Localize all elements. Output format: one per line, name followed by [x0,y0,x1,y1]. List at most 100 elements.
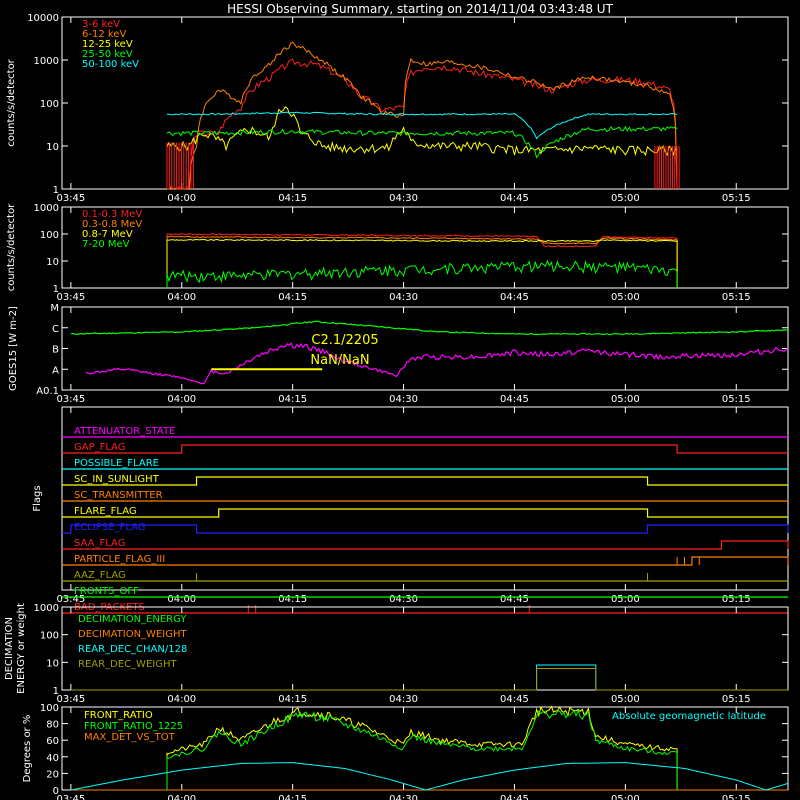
legend-entry: 3-6 keV [82,19,120,30]
y-axis-label-line2: ENERGY or weight [16,603,27,694]
x-tick-label: 05:15 [722,594,751,605]
x-tick-label: 04:00 [167,193,196,204]
x-tick-label: 04:30 [389,594,418,605]
y-tick-label: 1 [53,185,59,196]
flag-flare-flag: FLARE_FLAG [62,506,788,518]
y-axis-label: GOES15 [W m-2] [8,306,19,391]
flag-eclipse-flag: ECLIPSE_FLAG [62,522,789,534]
x-tick-label: 04:45 [500,193,529,204]
y-axis-label-line1: DECIMATION [4,617,15,680]
flag-label: AAZ_FLAG [74,570,126,581]
flag-label: SAA_FLAG [74,538,125,549]
flag-label: SC_TRANSMITTER [74,490,163,501]
flag-fronts-off: FRONTS_OFF [62,586,788,598]
x-tick-label: 05:00 [611,594,640,605]
y-axis-label: counts/s/detector [6,58,17,146]
y-tick-label: 10 [46,658,59,669]
panel-decimation: 03:45 04:00 04:15 04:30 04:45 05:00 05:15 1000 1… [4,603,789,705]
y-tick-label: 1 [53,284,59,295]
flag-sc-in-sunlight: SC_IN_SUNLIGHT [62,474,788,486]
legend-entry: DECIMATION_ENERGY [78,614,187,625]
y-tick-label: 1 [53,686,59,697]
flag-aaz-flag: AAZ_FLAG [62,570,788,582]
series-3-6-kev [167,58,678,190]
legend-entry: 0.8-7 MeV [82,229,133,240]
x-tick-label: 05:00 [611,694,640,705]
flag-label: GAP_FLAG [74,442,126,453]
flag-label: POSSIBLE_FLARE [74,458,159,469]
flag-particle-flag-iii: PARTICLE_FLAG_III [62,554,789,566]
legend-entry: 0.1-0.3 MeV [82,209,142,220]
y-tick-label: 10000 [27,13,59,24]
y-tick-label: 1000 [34,603,59,614]
series-25-50-kev [166,125,678,159]
x-tick-label: 03:45 [56,794,85,800]
legend-entry: MAX_DET_VS_TOT [84,732,176,743]
flag-gap-flag: GAP_FLAG [62,442,788,454]
y-tick-label: 100 [40,703,59,714]
y-tick-label: C [52,324,59,335]
flag-attenuator-state: ATTENUATOR_STATE [62,426,788,438]
x-tick-label: 04:30 [389,193,418,204]
x-tick-label: 03:45 [56,292,85,303]
x-tick-label: 05:00 [611,292,640,303]
panel-goes: 03:45 04:00 04:15 04:30 04:45 05:00 05:15 MCBAA… [8,303,789,405]
flag-sc-transmitter: SC_TRANSMITTER [62,490,788,502]
legend-entry: REAR_DEC_CHAN/128 [78,644,187,655]
flag-label: FLARE_FLAG [74,506,137,517]
flag-label: ECLIPSE_FLAG [74,522,145,533]
x-tick-label: 05:00 [611,794,640,800]
plot-title: HESSI Observing Summary, starting on 201… [227,2,613,16]
flag-label: ATTENUATOR_STATE [74,426,175,437]
legend-entry: 6-12 keV [82,29,126,40]
y-tick-label: 100 [40,230,59,241]
flag-label: SC_IN_SUNLIGHT [74,474,160,485]
x-tick-label: 05:15 [722,694,751,705]
legend-entry: 25-50 keV [82,49,133,60]
x-tick-label: 04:30 [389,292,418,303]
x-tick-label: 04:15 [278,292,307,303]
series-50-100-kev [166,111,678,140]
y-tick-label: A [52,365,59,376]
panel-ratios: 03:45 04:00 04:15 04:30 04:45 05:00 05:15 100 80… [22,703,789,800]
x-tick-label: 03:45 [56,394,85,405]
y-axis-label: Degrees or % [22,715,33,783]
x-tick-label: 03:45 [56,193,85,204]
y-tick-label: 60 [46,736,59,747]
legend-entry: 50-100 keV [82,59,139,70]
y-tick-label: 40 [46,753,59,764]
x-tick-label: 04:45 [500,594,529,605]
x-tick-label: 04:15 [278,694,307,705]
x-tick-label: 05:00 [611,193,640,204]
x-tick-label: 04:15 [278,193,307,204]
x-tick-label: 05:15 [722,292,751,303]
x-tick-label: 04:00 [167,794,196,800]
x-tick-label: 04:30 [389,694,418,705]
y-tick-label: B [52,345,59,356]
x-tick-label: 04:45 [500,394,529,405]
x-tick-label: 04:45 [500,794,529,800]
ratio-series-3 [70,762,789,791]
flag-label: PARTICLE_FLAG_III [74,554,165,565]
x-tick-label: 04:45 [500,694,529,705]
flag-saa-flag: SAA_FLAG [62,538,789,550]
y-axis-label: counts/s/detector [6,203,17,291]
x-tick-label: 03:45 [56,694,85,705]
legend-entry: 7-20 MeV [82,239,130,250]
x-tick-label: 05:15 [722,394,751,405]
x-tick-label: 04:15 [278,594,307,605]
legend-entry: DECIMATION_WEIGHT [78,629,187,640]
y-tick-label: 10 [46,142,59,153]
x-tick-label: 04:00 [167,594,196,605]
legend-entry: 0.3-0.8 MeV [82,219,142,230]
legend-entry: 12-25 keV [82,39,133,50]
x-tick-label: 05:00 [611,394,640,405]
y-tick-label: 100 [40,99,59,110]
ratio-series-1 [166,708,678,790]
flag-possible-flare: POSSIBLE_FLARE [62,458,788,470]
y-tick-label: 20 [46,769,59,780]
goes-flare-class: C2.1/2205 [311,333,378,348]
x-tick-label: 04:15 [278,394,307,405]
legend-entry: FRONT_RATIO [84,710,153,721]
